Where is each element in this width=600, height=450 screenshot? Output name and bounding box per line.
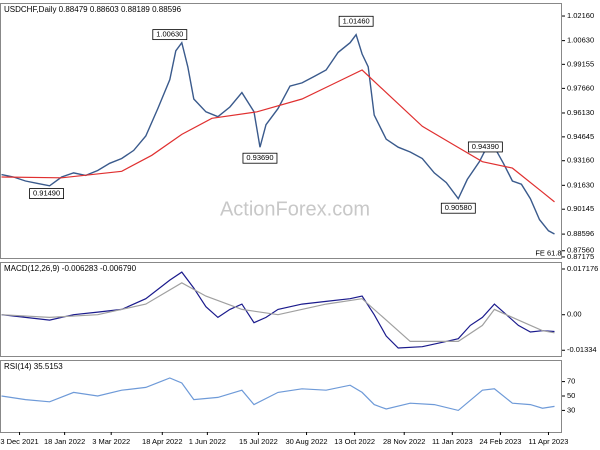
annotation: 0.93690	[246, 153, 273, 162]
panel-frame	[0, 3, 562, 259]
watermark: ActionForex.com	[220, 198, 370, 220]
annotation: 1.01460	[343, 16, 370, 25]
annotation-box	[338, 15, 374, 27]
annotation-box	[152, 29, 188, 41]
panel-frame	[0, 262, 562, 357]
y-tick-label: 1.00630	[567, 36, 594, 45]
x-tick-label: 3 Mar 2022	[92, 437, 130, 446]
y-tick-label: -0.01334	[567, 345, 597, 354]
x-tick-label: 1 Jun 2022	[189, 437, 226, 446]
x-tick-label: 15 Jul 2022	[239, 437, 278, 446]
panel-title: USDCHF,Daily 0.88479 0.88603 0.88189 0.8…	[4, 5, 182, 14]
y-tick-label: 0.017176	[567, 264, 598, 273]
y-tick-label: 50	[567, 391, 575, 400]
annotation: 0.94390	[472, 142, 499, 151]
annotation-box	[440, 202, 476, 214]
annotation: FE 61.8	[535, 249, 561, 258]
annotation: 0.91490	[33, 189, 60, 198]
series-line	[1, 377, 555, 412]
x-tick-label: 11 Jan 2023	[432, 437, 473, 446]
y-tick-label: 30	[567, 405, 575, 414]
x-tick-label: 28 Nov 2022	[383, 437, 426, 446]
y-tick-label: 0.91630	[567, 180, 594, 189]
y-tick-label: 0.88596	[567, 229, 594, 238]
y-tick-label: 70	[567, 377, 575, 386]
x-tick-label: 18 Jan 2022	[44, 437, 85, 446]
y-tick-label: 0.97660	[567, 83, 594, 92]
y-tick-label: 0.87560	[567, 246, 594, 255]
series-line	[1, 69, 555, 203]
annotation-box	[242, 152, 278, 164]
y-tick-label: 0.90145	[567, 204, 594, 213]
panel-title: MACD(12,26,9) -0.006283 -0.006790	[4, 264, 137, 273]
x-tick-label: 13 Oct 2022	[334, 437, 375, 446]
y-tick-label: 0.00	[567, 310, 582, 319]
y-tick-label: 0.93160	[567, 156, 594, 165]
annotation: 0.90580	[445, 203, 472, 212]
y-tick-label: 0.99155	[567, 59, 594, 68]
x-tick-label: 3 Dec 2021	[0, 437, 38, 446]
x-tick-label: 24 Feb 2023	[479, 437, 521, 446]
x-tick-label: 30 Aug 2022	[285, 437, 327, 446]
y-tick-label: 0.94645	[567, 132, 594, 141]
series-line	[1, 271, 555, 349]
annotation: 1.00630	[156, 30, 183, 39]
annotation-box	[467, 141, 503, 153]
panel-title: RSI(14) 35.5153	[4, 362, 63, 371]
series-line	[1, 282, 555, 342]
y-tick-label: 1.02160	[567, 11, 594, 20]
panel-frame	[0, 360, 562, 433]
x-tick-label: 18 Apr 2022	[142, 437, 182, 446]
y-tick-label: 0.87175	[567, 252, 594, 261]
series-line	[1, 33, 555, 235]
y-tick-label: 0.96130	[567, 108, 594, 117]
x-tick-label: 11 Apr 2023	[529, 437, 569, 446]
annotation-box	[29, 188, 64, 199]
